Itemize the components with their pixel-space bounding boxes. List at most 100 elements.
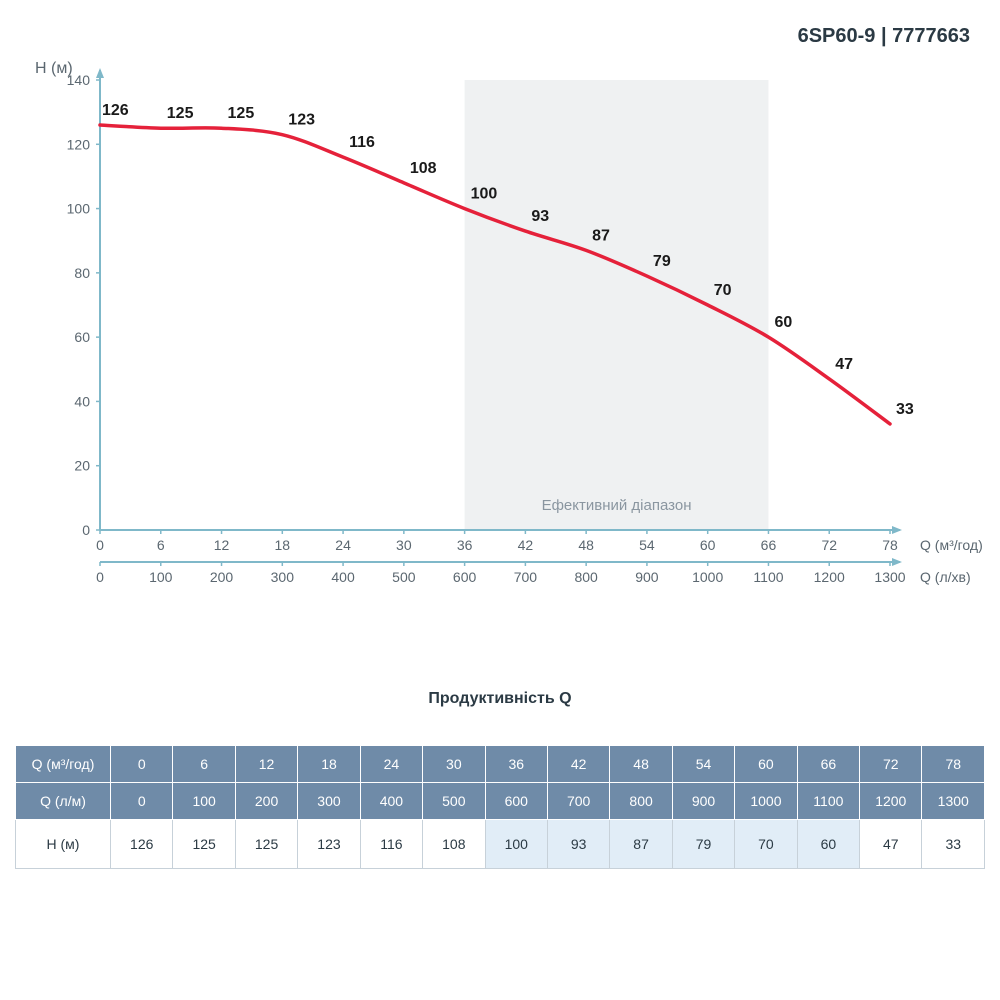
point-value-label: 123 [288, 112, 315, 129]
x-tick-label-m3h: 60 [700, 537, 716, 553]
table-cell: 300 [298, 783, 360, 820]
x-tick-label-m3h: 6 [157, 537, 165, 553]
x-tick-label-lmin: 1100 [753, 569, 783, 585]
table-cell: 18 [298, 746, 360, 783]
table-cell: 70 [735, 820, 797, 869]
table-cell: 78 [922, 746, 985, 783]
x-tick-label-m3h: 18 [275, 537, 291, 553]
table-cell: 33 [922, 820, 985, 869]
table-cell: 600 [485, 783, 547, 820]
table-cell: 66 [797, 746, 859, 783]
point-value-label: 125 [167, 105, 194, 122]
table-cell: 100 [173, 783, 235, 820]
table-cell: 0 [111, 783, 173, 820]
table-cell: 1100 [797, 783, 859, 820]
x-unit-2: Q (л/хв) [920, 569, 971, 585]
x-tick-label-m3h: 54 [639, 537, 655, 553]
table-cell: 24 [360, 746, 422, 783]
table-cell: 900 [672, 783, 734, 820]
table-cell: 79 [672, 820, 734, 869]
point-value-label: 87 [592, 227, 610, 244]
y-tick-label: 80 [74, 265, 90, 281]
table-row-q-m3h: Q (м³/год) 06121824303642485460667278 [16, 746, 985, 783]
x-tick-label-lmin: 300 [271, 569, 295, 585]
x-tick-label-m3h: 12 [214, 537, 230, 553]
pump-curve-chart: 0204060801001201400612182430364248546066… [90, 60, 960, 590]
x-tick-label-m3h: 48 [578, 537, 594, 553]
product-code: 6SP60-9 | 7777663 [798, 25, 970, 48]
table-row-h: H (м) 1261251251231161081009387797060473… [16, 820, 985, 869]
y-tick-label: 40 [74, 393, 90, 409]
y-tick-label: 120 [67, 136, 91, 152]
table-cell: 6 [173, 746, 235, 783]
table-row-q-lm: Q (л/м) 01002003004005006007008009001000… [16, 783, 985, 820]
x-tick-label-lmin: 600 [453, 569, 477, 585]
table-cell: 12 [235, 746, 297, 783]
table-cell: 116 [360, 820, 422, 869]
y-tick-label: 20 [74, 458, 90, 474]
table-cell: 400 [360, 783, 422, 820]
x-axis-arrow [892, 526, 902, 534]
y-axis-arrow [96, 68, 104, 78]
table-cell: 60 [797, 820, 859, 869]
x-tick-label-lmin: 800 [574, 569, 598, 585]
table-cell: 1000 [735, 783, 797, 820]
table-cell: 87 [610, 820, 672, 869]
point-value-label: 47 [835, 356, 853, 373]
table-cell: 108 [423, 820, 485, 869]
table-cell: 1200 [860, 783, 922, 820]
table-cell: 42 [547, 746, 609, 783]
table-cell: 30 [423, 746, 485, 783]
point-value-label: 108 [410, 160, 437, 177]
point-value-label: 93 [531, 208, 549, 225]
table-cell: 48 [610, 746, 672, 783]
y-tick-label: 100 [67, 201, 91, 217]
table-cell: 800 [610, 783, 672, 820]
table-cell: 47 [860, 820, 922, 869]
table-cell: 36 [485, 746, 547, 783]
x-tick-label-m3h: 36 [457, 537, 473, 553]
x-axis-2-arrow [892, 558, 902, 566]
x-tick-label-lmin: 700 [514, 569, 538, 585]
effective-range-label: Ефективний діапазон [542, 497, 692, 514]
x-tick-label-m3h: 24 [335, 537, 351, 553]
point-value-label: 79 [653, 253, 671, 270]
row-label: Q (м³/год) [16, 746, 111, 783]
table-cell: 123 [298, 820, 360, 869]
x-tick-label-m3h: 66 [761, 537, 777, 553]
x-tick-label-lmin: 1200 [814, 569, 845, 585]
table-cell: 60 [735, 746, 797, 783]
x-tick-label-m3h: 42 [518, 537, 534, 553]
x-tick-label-m3h: 78 [882, 537, 898, 553]
table-cell: 0 [111, 746, 173, 783]
x-unit-1: Q (м³/год) [920, 537, 983, 553]
table-cell: 125 [235, 820, 297, 869]
point-value-label: 100 [471, 186, 498, 203]
y-tick-label: 140 [67, 72, 91, 88]
table-cell: 72 [860, 746, 922, 783]
table-cell: 125 [173, 820, 235, 869]
x-tick-label-lmin: 0 [96, 569, 104, 585]
row-label: H (м) [16, 820, 111, 869]
y-tick-label: 60 [74, 329, 90, 345]
x-tick-label-m3h: 0 [96, 537, 104, 553]
table-cell: 200 [235, 783, 297, 820]
x-axis-title: Продуктивність Q [0, 690, 1000, 708]
point-value-label: 125 [228, 105, 255, 122]
x-tick-label-lmin: 1300 [874, 569, 905, 585]
x-tick-label-lmin: 500 [392, 569, 416, 585]
point-value-label: 33 [896, 401, 914, 418]
x-tick-label-m3h: 30 [396, 537, 412, 553]
x-tick-label-lmin: 900 [635, 569, 659, 585]
x-tick-label-lmin: 400 [331, 569, 355, 585]
performance-table: Q (м³/год) 06121824303642485460667278 Q … [15, 745, 985, 869]
x-tick-label-lmin: 200 [210, 569, 234, 585]
table-cell: 54 [672, 746, 734, 783]
table-cell: 100 [485, 820, 547, 869]
x-tick-label-m3h: 72 [821, 537, 837, 553]
y-tick-label: 0 [82, 522, 90, 538]
point-value-label: 70 [714, 282, 732, 299]
point-value-label: 116 [349, 134, 375, 151]
x-tick-label-lmin: 100 [149, 569, 173, 585]
x-tick-label-lmin: 1000 [692, 569, 723, 585]
